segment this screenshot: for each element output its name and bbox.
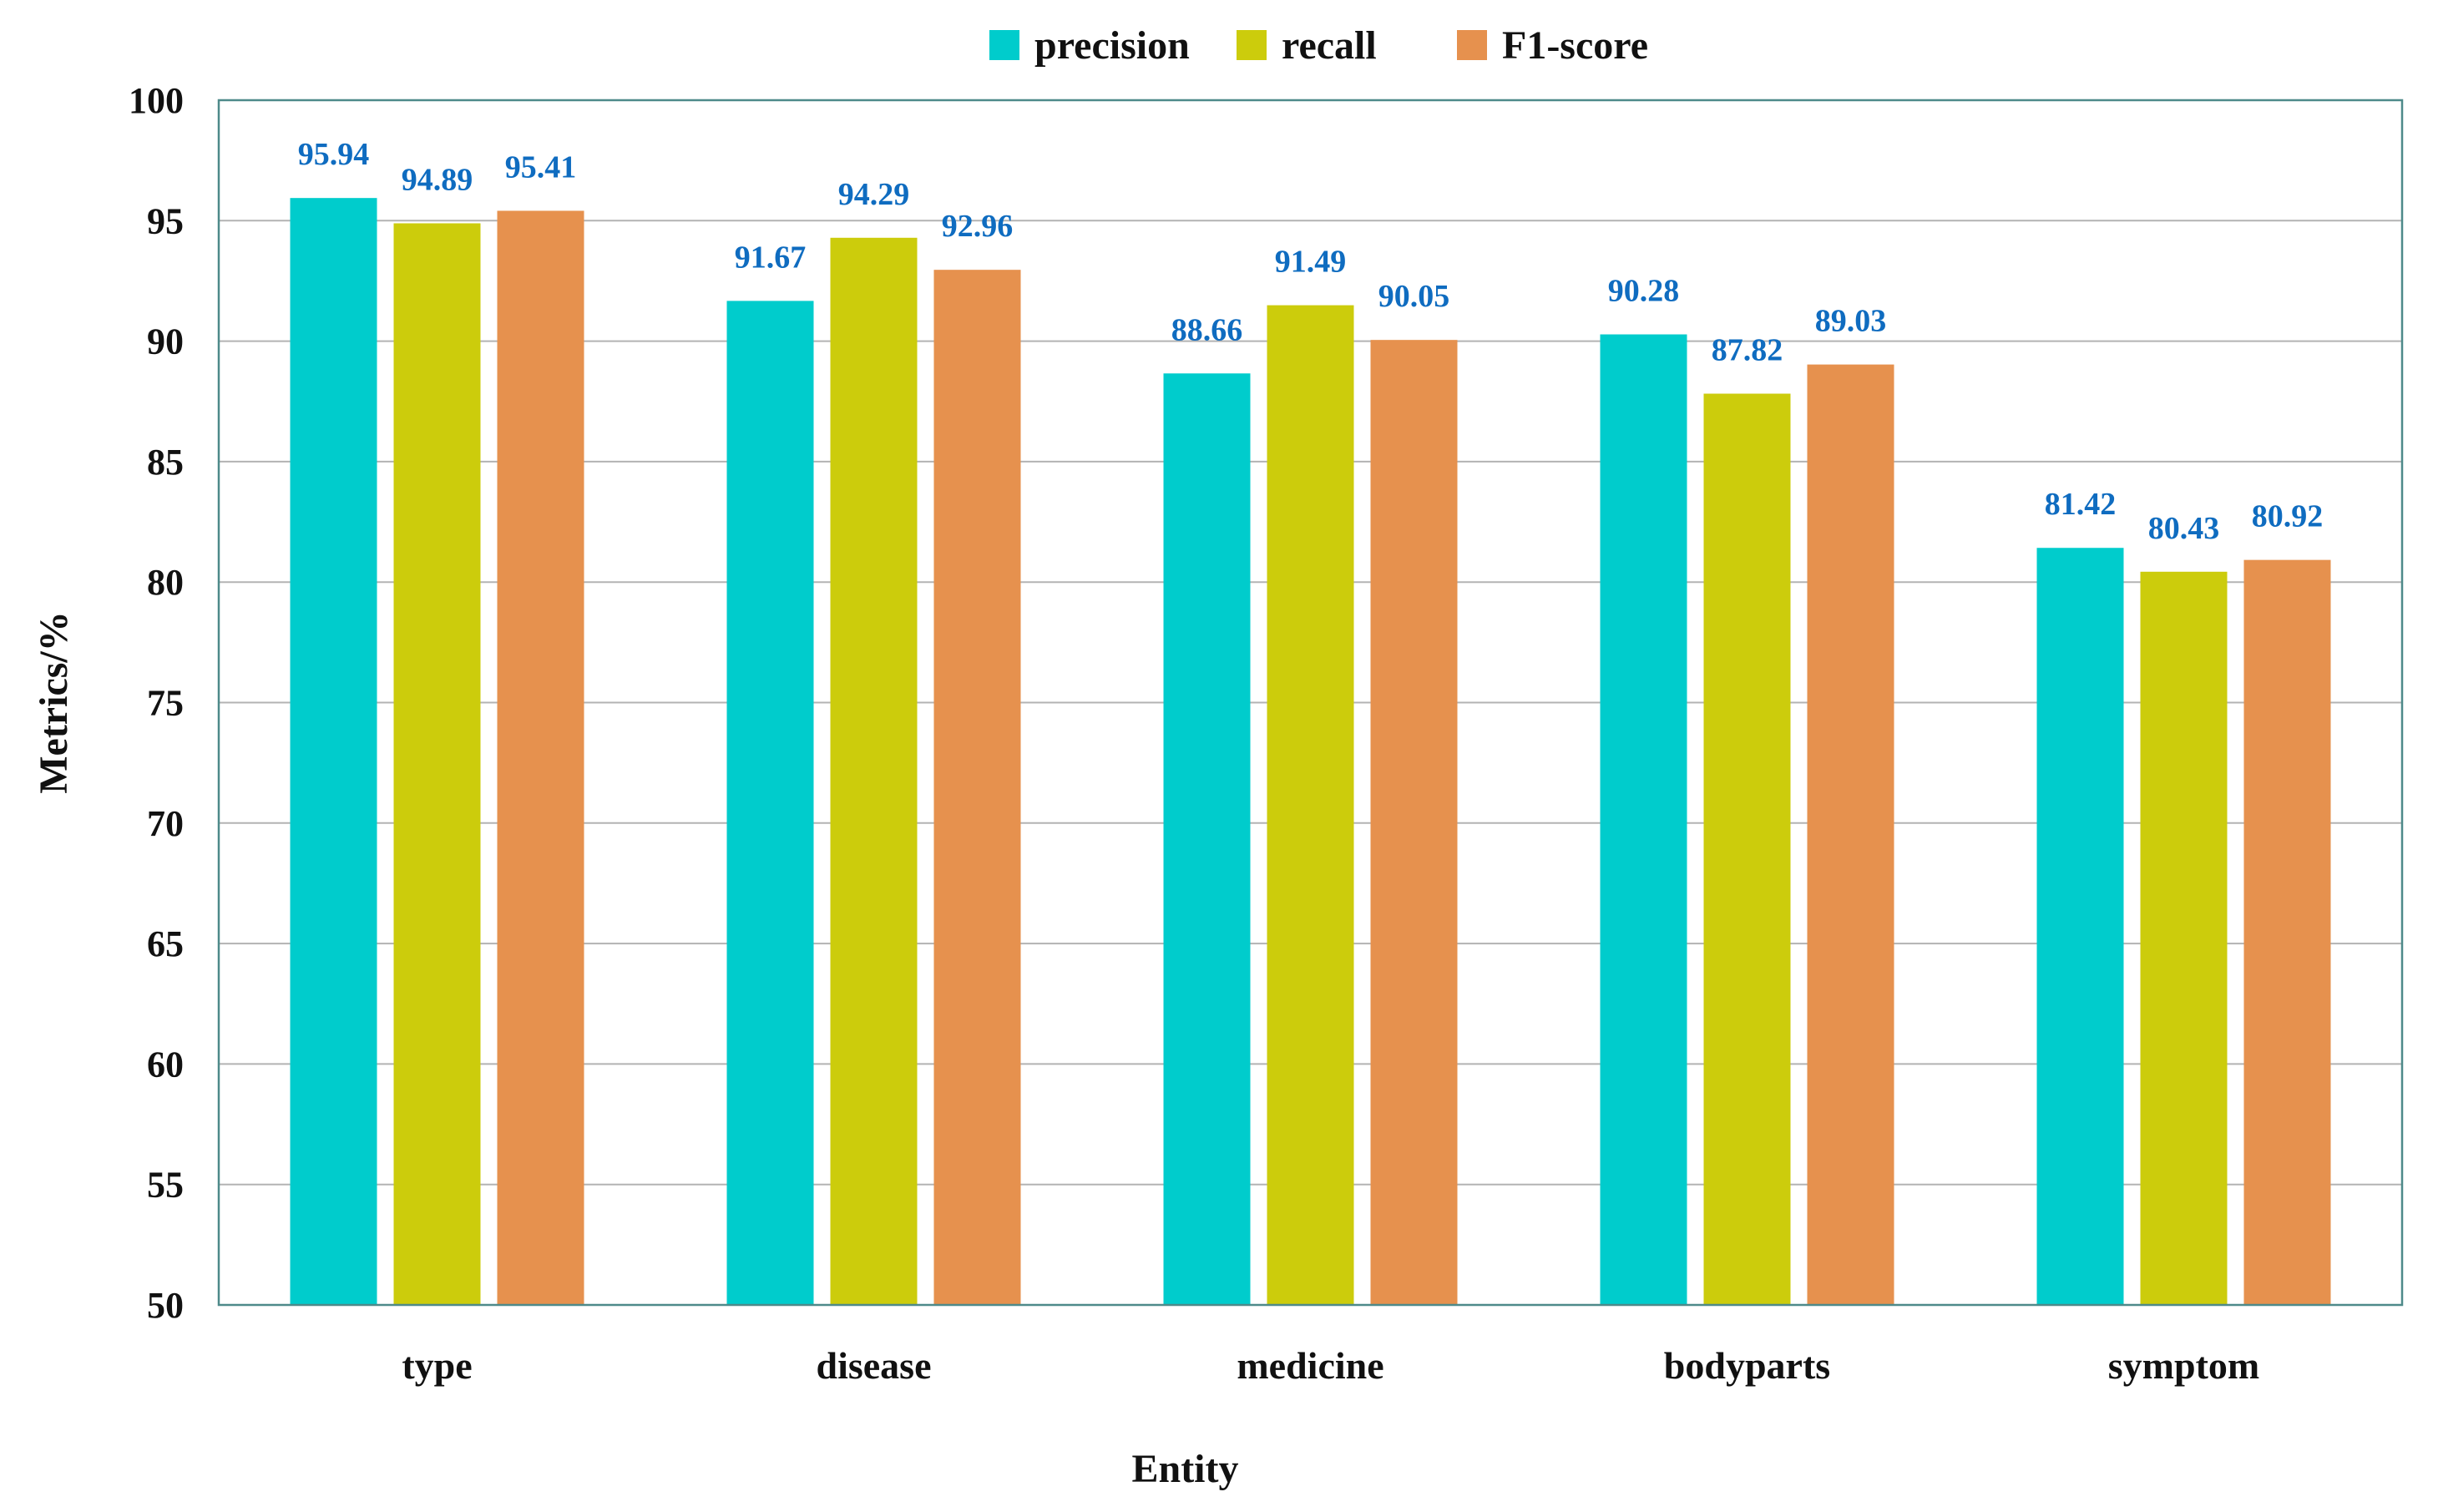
data-labels: 95.94 94.89 95.41 91.67 94.29 92.96 88.66 91.49…	[298, 137, 2324, 546]
legend: precision recall F1-score	[989, 23, 1648, 68]
x-tick-label: symptom	[2108, 1344, 2259, 1387]
data-label: 94.29	[838, 177, 910, 212]
y-tick-label: 90	[147, 321, 184, 362]
bar-f1-score-disease	[933, 270, 1021, 1305]
bar-f1-score-medicine	[1370, 340, 1458, 1306]
y-tick-label: 60	[147, 1044, 184, 1085]
legend-label: recall	[1282, 23, 1377, 68]
y-tick-label: 80	[147, 562, 184, 603]
data-label: 95.94	[298, 137, 370, 172]
bar-precision-type	[290, 198, 377, 1305]
y-tick-label: 85	[147, 442, 184, 483]
y-axis-title: Metrics/%	[32, 611, 76, 794]
x-axis-ticks: type disease medicine bodyparts symptom	[402, 1344, 2259, 1387]
data-label: 91.67	[735, 240, 807, 275]
legend-label: F1-score	[1502, 23, 1648, 68]
data-label: 87.82	[1712, 333, 1783, 368]
data-label: 89.03	[1815, 304, 1887, 339]
bar-precision-medicine	[1163, 373, 1251, 1305]
data-label: 95.41	[505, 149, 577, 185]
bar-f1-score-type	[497, 210, 584, 1305]
data-label: 80.92	[2252, 499, 2324, 534]
data-label: 80.43	[2148, 511, 2220, 546]
x-tick-label: type	[402, 1344, 472, 1387]
bar-recall-symptom	[2140, 571, 2228, 1305]
bars	[290, 198, 2331, 1306]
bar-recall-type	[393, 223, 481, 1305]
legend-swatch	[1237, 30, 1267, 60]
bar-precision-disease	[726, 301, 814, 1305]
bar-precision-symptom	[2036, 548, 2124, 1305]
x-tick-label: disease	[817, 1344, 932, 1387]
y-axis-ticks: 50 55 60 65 70 75 80 85 90 95 100	[129, 80, 184, 1326]
data-label: 94.89	[402, 162, 473, 197]
data-label: 92.96	[942, 209, 1014, 244]
y-tick-label: 75	[147, 683, 184, 724]
plot-area-border	[217, 99, 2404, 1307]
data-label: 90.05	[1378, 279, 1450, 314]
y-tick-label: 65	[147, 923, 184, 964]
y-tick-label: 55	[147, 1165, 184, 1206]
bar-precision-bodyparts	[1600, 334, 1687, 1306]
x-tick-label: bodyparts	[1664, 1344, 1830, 1387]
legend-label: precision	[1034, 23, 1190, 68]
bar-recall-disease	[830, 237, 918, 1306]
legend-swatch	[989, 30, 1019, 60]
bar-recall-bodyparts	[1703, 393, 1791, 1306]
legend-swatch	[1457, 30, 1487, 60]
data-label: 81.42	[2045, 487, 2117, 522]
y-tick-label: 95	[147, 200, 184, 241]
y-tick-label: 70	[147, 803, 184, 844]
bar-f1-score-symptom	[2243, 559, 2331, 1305]
data-label: 88.66	[1171, 312, 1243, 347]
data-label: 90.28	[1608, 274, 1680, 309]
data-label: 91.49	[1275, 245, 1347, 280]
y-tick-label: 100	[129, 80, 184, 121]
x-tick-label: medicine	[1237, 1344, 1383, 1387]
y-tick-label: 50	[147, 1285, 184, 1326]
bar-f1-score-bodyparts	[1807, 364, 1894, 1305]
bar-recall-medicine	[1267, 305, 1354, 1305]
x-axis-title: Entity	[1131, 1447, 1238, 1491]
